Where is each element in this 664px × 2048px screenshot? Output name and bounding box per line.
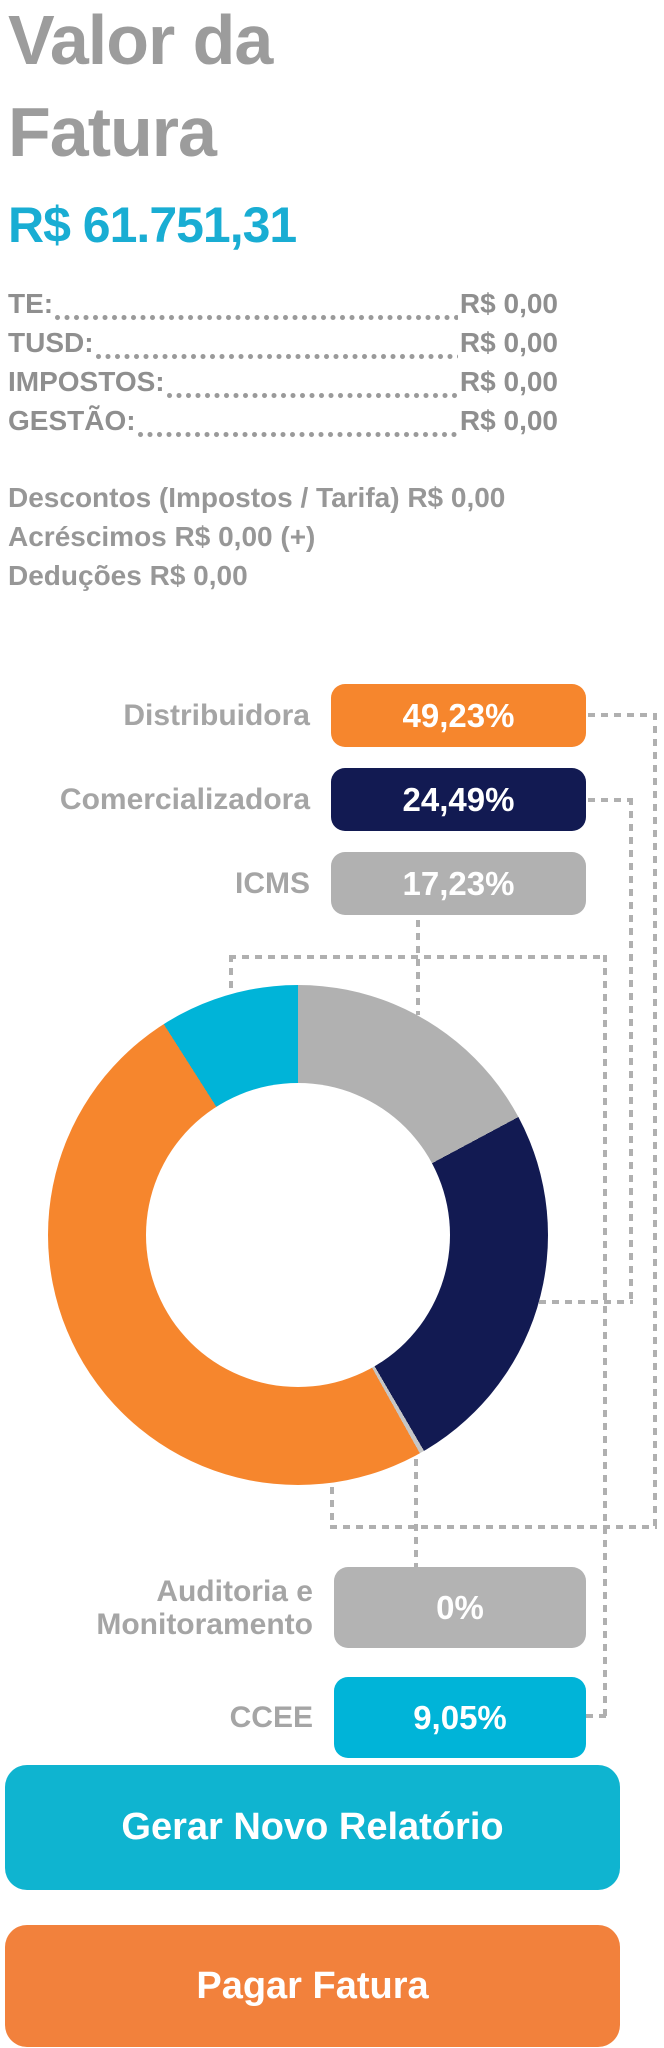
descontos-line: Descontos (Impostos / Tarifa) R$ 0,00 xyxy=(8,482,506,513)
connector-bottom-h xyxy=(330,1525,657,1529)
line-item-label: IMPOSTOS: xyxy=(8,366,165,397)
invoice-line-items: TE: R$ 0,00 TUSD: R$ 0,00 IMPOSTOS: R$ 0… xyxy=(8,288,558,444)
legend-badge-icms: 17,23% xyxy=(331,852,586,915)
connector-icms-v xyxy=(416,920,420,1015)
connector-comercializadora-h xyxy=(588,798,633,802)
line-item-tusd: TUSD: R$ 0,00 xyxy=(8,327,558,366)
line-item-value: R$ 0,00 xyxy=(459,288,558,319)
line-item-label: TE: xyxy=(8,288,54,319)
line-item-impostos: IMPOSTOS: R$ 0,00 xyxy=(8,366,558,405)
legend-label-ccee: CCEE xyxy=(229,1700,313,1734)
line-item-label: TUSD: xyxy=(8,327,94,358)
legend-label-distribuidora: Distribuidora xyxy=(123,698,310,732)
line-item-label: GESTÃO: xyxy=(8,405,136,436)
connector-ccee-v xyxy=(603,955,607,1718)
page-title-line1: Valor da xyxy=(8,1,273,79)
legend-row-icms: ICMS 17,23% xyxy=(0,852,586,915)
dotted-leader xyxy=(166,393,458,399)
line-item-value: R$ 0,00 xyxy=(459,327,558,358)
legend-row-comercializadora: Comercializadora 24,49% xyxy=(0,768,586,831)
line-item-value: R$ 0,00 xyxy=(459,405,558,436)
legend-row-distribuidora: Distribuidora 49,23% xyxy=(0,684,586,747)
legend-badge-auditoria: 0% xyxy=(334,1567,586,1648)
legend-row-auditoria: Auditoria e Monitoramento 0% xyxy=(0,1567,586,1648)
connector-comercializadora-v xyxy=(629,798,633,1302)
legend-badge-ccee: 9,05% xyxy=(334,1677,586,1758)
page-title: Valor da Fatura xyxy=(8,0,273,178)
acrescimos-line: Acréscimos R$ 0,00 (+) xyxy=(8,521,316,552)
legend-badge-comercializadora: 24,49% xyxy=(331,768,586,831)
connector-distribuidora-h xyxy=(588,713,657,717)
pay-invoice-button[interactable]: Pagar Fatura xyxy=(5,1925,620,2047)
line-item-gestao: GESTÃO: R$ 0,00 xyxy=(8,405,558,444)
legend-label-comercializadora: Comercializadora xyxy=(59,782,310,816)
connector-ccee-tick xyxy=(586,1714,607,1718)
connector-orange-tick xyxy=(330,1487,334,1527)
connector-distribuidora-v xyxy=(653,713,657,1529)
invoice-total-value: R$ 61.751,31 xyxy=(8,197,297,253)
dotted-leader xyxy=(137,432,458,438)
line-item-value: R$ 0,00 xyxy=(459,366,558,397)
line-item-te: TE: R$ 0,00 xyxy=(8,288,558,327)
dotted-leader xyxy=(95,354,458,360)
donut-chart xyxy=(48,985,548,1485)
legend-label-icms: ICMS xyxy=(235,866,310,900)
legend-row-ccee: CCEE 9,05% xyxy=(0,1677,586,1758)
connector-cyan-tick xyxy=(229,955,233,991)
legend-label-auditoria-line2: Monitoramento xyxy=(96,1607,313,1641)
donut-chart-hole xyxy=(146,1083,450,1387)
legend-label-auditoria: Auditoria e Monitoramento xyxy=(0,1575,334,1641)
connector-ccee-h xyxy=(229,955,607,959)
legend-badge-distribuidora: 49,23% xyxy=(331,684,586,747)
dotted-leader xyxy=(55,315,458,321)
adjustments-block: Descontos (Impostos / Tarifa) R$ 0,00 Ac… xyxy=(8,478,505,595)
connector-navy-tick xyxy=(539,1300,633,1304)
generate-report-button[interactable]: Gerar Novo Relatório xyxy=(5,1765,620,1890)
deducoes-line: Deduções R$ 0,00 xyxy=(8,560,248,591)
connector-auditoria-v xyxy=(414,1459,418,1567)
page-title-line2: Fatura xyxy=(8,93,217,171)
legend-label-auditoria-line1: Auditoria e xyxy=(156,1574,313,1608)
